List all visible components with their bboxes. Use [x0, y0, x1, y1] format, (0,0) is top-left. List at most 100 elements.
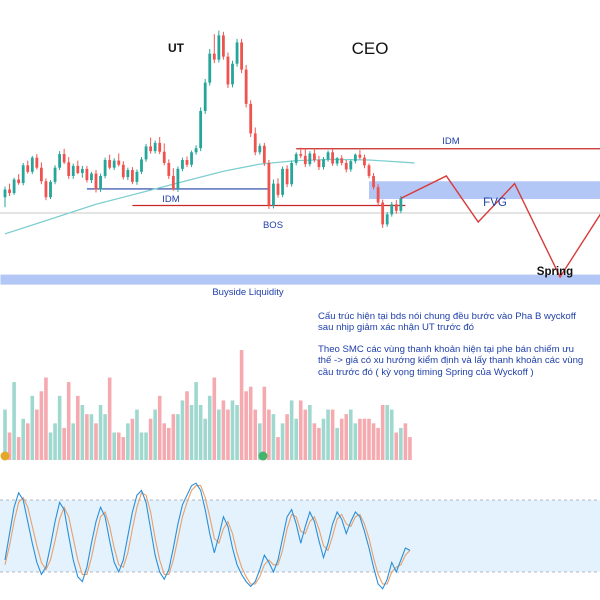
candle-body	[226, 56, 230, 85]
candle	[358, 149, 362, 160]
volume-bar	[139, 432, 144, 460]
volume-bar	[330, 409, 335, 460]
candle-body	[390, 204, 394, 215]
candle-body	[244, 69, 248, 104]
volume-bar	[244, 391, 248, 460]
volume-bar	[53, 423, 57, 460]
candle	[140, 157, 143, 175]
volume-bar	[258, 423, 262, 460]
candle-body	[30, 157, 34, 172]
volume-bar	[280, 423, 285, 460]
candle	[285, 165, 289, 188]
volume-bar	[180, 400, 185, 460]
candle	[308, 151, 312, 167]
candle-body	[322, 159, 325, 168]
idm-left-label-bg	[158, 192, 184, 204]
candle-body	[372, 175, 375, 188]
candle-body	[249, 103, 253, 134]
volume-bar	[298, 400, 303, 460]
candle-body	[262, 145, 266, 163]
volume-bar	[66, 382, 71, 460]
volume-bar	[130, 418, 135, 460]
candle	[322, 157, 325, 170]
candle-body	[112, 160, 116, 168]
candle	[21, 162, 25, 186]
candle	[190, 150, 193, 168]
candle-body	[80, 168, 84, 173]
volume-bar	[358, 418, 362, 460]
candle-body	[58, 154, 61, 168]
event-marker-left	[0, 451, 10, 461]
candle-body	[135, 171, 139, 182]
candle-body	[381, 202, 385, 225]
volume-bar	[194, 382, 198, 460]
candle	[67, 157, 71, 179]
candle	[35, 154, 39, 170]
volume-bar	[103, 414, 107, 460]
moving-average-layer	[4, 158, 415, 235]
candle-body	[203, 82, 207, 111]
candle	[90, 171, 93, 184]
volume-bar	[380, 405, 385, 460]
candle	[208, 48, 212, 86]
volume-bar	[217, 409, 221, 460]
candle-body	[67, 162, 71, 176]
volume-bar	[94, 423, 98, 460]
volume-bar	[376, 427, 380, 460]
volume-bar	[371, 423, 376, 460]
candle-body	[267, 162, 271, 206]
volume-bar	[344, 414, 349, 460]
volume-bar	[235, 405, 239, 460]
candle-body	[49, 181, 52, 198]
volume-bar	[389, 409, 394, 460]
volume-bar	[321, 418, 326, 460]
spring-label: Spring	[537, 266, 573, 278]
bos-label: BOS	[263, 220, 283, 231]
ut-label: UT	[168, 41, 185, 55]
candle-body	[185, 160, 189, 165]
volume-bar	[135, 409, 139, 460]
candle-body	[344, 162, 348, 170]
candle	[326, 150, 330, 162]
zones-layer	[0, 148, 600, 285]
candle-body	[212, 53, 216, 60]
candle	[80, 165, 84, 178]
candle	[226, 52, 230, 88]
volume-pane	[3, 350, 412, 460]
volume-bar	[39, 391, 44, 460]
candle-body	[335, 158, 339, 164]
candle-body	[162, 151, 166, 163]
candle	[103, 157, 107, 179]
volume-bar	[248, 386, 253, 460]
candle	[99, 173, 102, 192]
candle-body	[140, 159, 143, 172]
candle	[363, 154, 366, 169]
candle-body	[363, 157, 366, 166]
candle-body	[171, 175, 175, 189]
candle	[44, 178, 48, 201]
candle-body	[194, 148, 198, 153]
volume-bar	[162, 423, 167, 460]
candle-body	[358, 154, 362, 158]
volume-bar	[176, 414, 180, 460]
candle-body	[331, 152, 334, 164]
candle	[85, 165, 89, 183]
candle	[12, 177, 16, 195]
candle-body	[294, 154, 298, 163]
volume-bar	[157, 395, 162, 460]
bos-label-bg	[259, 218, 287, 230]
candle	[117, 153, 121, 167]
candle-body	[99, 175, 102, 190]
volume-bar	[116, 432, 121, 460]
volume-bar	[267, 409, 271, 460]
candle	[26, 160, 30, 174]
candle	[162, 143, 166, 166]
candle	[3, 186, 7, 208]
candle-body	[326, 152, 330, 160]
oscillator-layer	[4, 482, 411, 590]
candle	[331, 148, 334, 166]
candle	[112, 158, 116, 171]
candle	[272, 179, 275, 209]
volume-bar	[289, 400, 294, 460]
